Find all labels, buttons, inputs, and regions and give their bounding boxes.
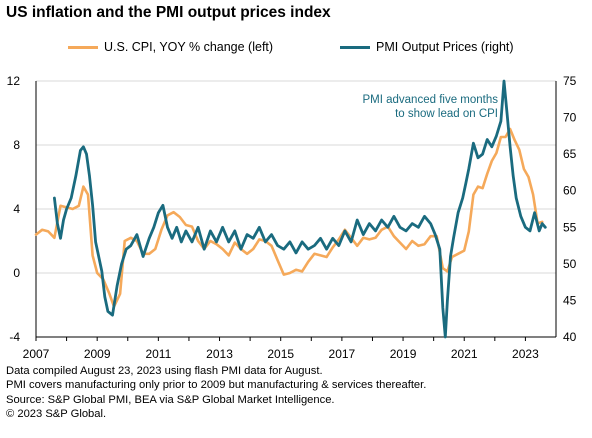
series-line-cpi (34, 127, 544, 308)
y-right-tick-label: 40 (563, 330, 577, 344)
footnote-pmi-coverage: PMI covers manufacturing only prior to 2… (6, 379, 427, 392)
chart-title: US inflation and the PMI output prices i… (6, 4, 331, 21)
legend: U.S. CPI, YOY % change (left) PMI Output… (0, 40, 592, 60)
y-right-tick-label: 60 (563, 184, 577, 198)
y-right-tick-label: 75 (563, 74, 577, 88)
legend-label-pmi: PMI Output Prices (right) (376, 40, 514, 54)
legend-item-pmi: PMI Output Prices (right) (340, 40, 514, 54)
y-left-tick-label: 4 (13, 202, 20, 216)
x-tick-label: 2019 (390, 347, 417, 361)
annotation-text: to show lead on CPI (395, 108, 498, 120)
y-left-tick-label: 12 (7, 74, 21, 88)
annotation-text: PMI advanced five months (362, 94, 498, 106)
y-left-tick-label: 8 (13, 138, 20, 152)
y-right-tick-label: 50 (563, 257, 577, 271)
y-right-tick-label: 70 (563, 111, 577, 125)
legend-label-cpi: U.S. CPI, YOY % change (left) (104, 40, 274, 54)
legend-swatch-pmi (340, 45, 370, 49)
legend-item-cpi: U.S. CPI, YOY % change (left) (68, 40, 273, 54)
footnote-source: Source: S&P Global PMI, BEA via S&P Glob… (6, 393, 335, 406)
x-tick-label: 2011 (145, 347, 171, 361)
x-tick-label: 2013 (206, 347, 233, 361)
y-left-tick-label: 0 (13, 266, 20, 280)
footnote-copyright: © 2023 S&P Global. (6, 407, 107, 420)
x-tick-label: 2009 (84, 347, 111, 361)
legend-swatch-cpi (68, 45, 98, 49)
x-tick-label: 2023 (512, 347, 539, 361)
x-tick-label: 2007 (23, 347, 50, 361)
y-right-tick-label: 45 (563, 293, 577, 307)
y-right-tick-label: 55 (563, 220, 577, 234)
y-right-tick-label: 65 (563, 147, 577, 161)
x-tick-label: 2017 (329, 347, 356, 361)
x-tick-label: 2015 (267, 347, 294, 361)
footnote-data-compiled: Data compiled August 23, 2023 using flas… (6, 365, 323, 377)
series-line-pmi (53, 79, 547, 339)
footnotes: Data compiled August 23, 2023 using flas… (6, 364, 426, 421)
y-left-tick-label: -4 (9, 330, 20, 344)
x-tick-label: 2021 (451, 347, 478, 361)
